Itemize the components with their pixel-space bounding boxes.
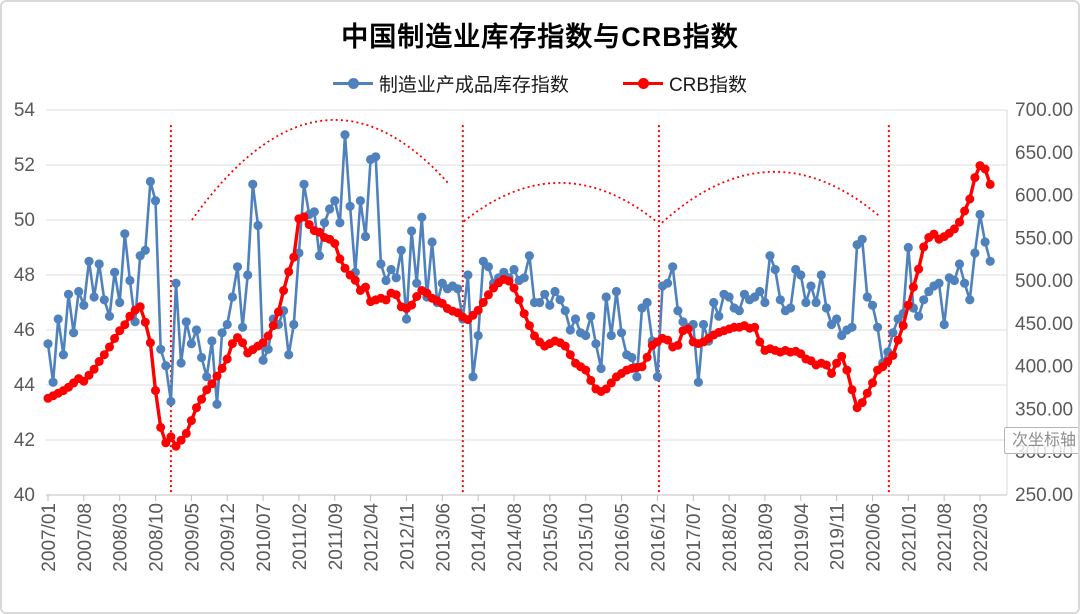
svg-text:50: 50 bbox=[14, 210, 35, 231]
svg-text:2009/12: 2009/12 bbox=[218, 503, 239, 572]
svg-text:54: 54 bbox=[14, 100, 36, 121]
svg-text:2016/05: 2016/05 bbox=[613, 503, 634, 572]
legend-label-crb: CRB指数 bbox=[668, 74, 748, 96]
svg-text:2007/01: 2007/01 bbox=[39, 503, 60, 572]
svg-text:350.00: 350.00 bbox=[1015, 399, 1073, 420]
svg-text:250.00: 250.00 bbox=[1015, 485, 1073, 506]
svg-text:2018/02: 2018/02 bbox=[720, 503, 741, 572]
svg-text:2008/10: 2008/10 bbox=[147, 503, 168, 572]
svg-text:2009/05: 2009/05 bbox=[182, 503, 203, 572]
svg-text:2011/02: 2011/02 bbox=[290, 503, 311, 570]
svg-text:2012/11: 2012/11 bbox=[397, 503, 418, 570]
inventory-series bbox=[43, 130, 995, 409]
svg-text:2020/06: 2020/06 bbox=[863, 503, 884, 572]
crb-legend-marker-icon bbox=[622, 77, 663, 89]
svg-text:44: 44 bbox=[14, 375, 36, 396]
svg-text:600.00: 600.00 bbox=[1015, 186, 1073, 207]
svg-text:2018/09: 2018/09 bbox=[756, 503, 777, 572]
svg-text:46: 46 bbox=[14, 320, 35, 341]
svg-text:550.00: 550.00 bbox=[1015, 228, 1073, 249]
svg-text:2016/12: 2016/12 bbox=[648, 503, 669, 572]
svg-text:500.00: 500.00 bbox=[1015, 271, 1073, 292]
chart-title: 中国制造业库存指数与CRB指数 bbox=[341, 22, 739, 52]
svg-text:2011/09: 2011/09 bbox=[326, 503, 347, 570]
svg-text:2012/04: 2012/04 bbox=[362, 503, 383, 572]
inventory-legend-marker-icon bbox=[332, 77, 373, 89]
svg-text:2015/03: 2015/03 bbox=[541, 503, 562, 572]
svg-text:450.00: 450.00 bbox=[1015, 314, 1073, 335]
svg-text:2008/03: 2008/03 bbox=[111, 503, 132, 572]
svg-text:2017/07: 2017/07 bbox=[684, 503, 705, 572]
crb-series bbox=[43, 161, 995, 451]
svg-text:40: 40 bbox=[14, 485, 35, 506]
svg-text:2019/04: 2019/04 bbox=[792, 503, 813, 572]
secondary-axis-tooltip: 次坐标轴 bbox=[1004, 427, 1078, 454]
svg-text:2010/07: 2010/07 bbox=[254, 503, 275, 572]
svg-text:700.00: 700.00 bbox=[1015, 100, 1073, 121]
svg-text:2007/08: 2007/08 bbox=[75, 503, 96, 572]
legend-item-inventory: 制造业产成品库存指数 bbox=[332, 70, 569, 97]
x-axis-labels: 2007/01 2007/08 2008/03 2008/10 2009/05 2009/… bbox=[39, 495, 992, 572]
annotation-vlines bbox=[169, 125, 890, 495]
svg-text:52: 52 bbox=[14, 155, 35, 176]
svg-text:2021/08: 2021/08 bbox=[935, 503, 956, 572]
svg-text:42: 42 bbox=[14, 430, 35, 451]
y-axis-left-labels: 40 42 44 46 48 50 52 54 bbox=[14, 100, 36, 506]
svg-text:2022/03: 2022/03 bbox=[971, 503, 992, 572]
svg-text:2021/01: 2021/01 bbox=[899, 503, 920, 572]
svg-text:400.00: 400.00 bbox=[1015, 357, 1073, 378]
legend-label-inventory: 制造业产成品库存指数 bbox=[378, 74, 569, 96]
annotation-arcs bbox=[191, 119, 880, 224]
svg-text:2014/01: 2014/01 bbox=[469, 503, 490, 572]
legend-item-crb: CRB指数 bbox=[622, 70, 748, 97]
svg-text:2015/10: 2015/10 bbox=[577, 503, 598, 572]
svg-text:2019/11: 2019/11 bbox=[828, 503, 849, 570]
legend: 制造业产成品库存指数 CRB指数 bbox=[2, 68, 1078, 98]
svg-text:650.00: 650.00 bbox=[1015, 143, 1073, 164]
gridlines bbox=[46, 109, 1007, 496]
svg-text:48: 48 bbox=[14, 265, 35, 286]
svg-text:2014/08: 2014/08 bbox=[505, 503, 526, 572]
svg-text:2013/06: 2013/06 bbox=[433, 503, 454, 572]
